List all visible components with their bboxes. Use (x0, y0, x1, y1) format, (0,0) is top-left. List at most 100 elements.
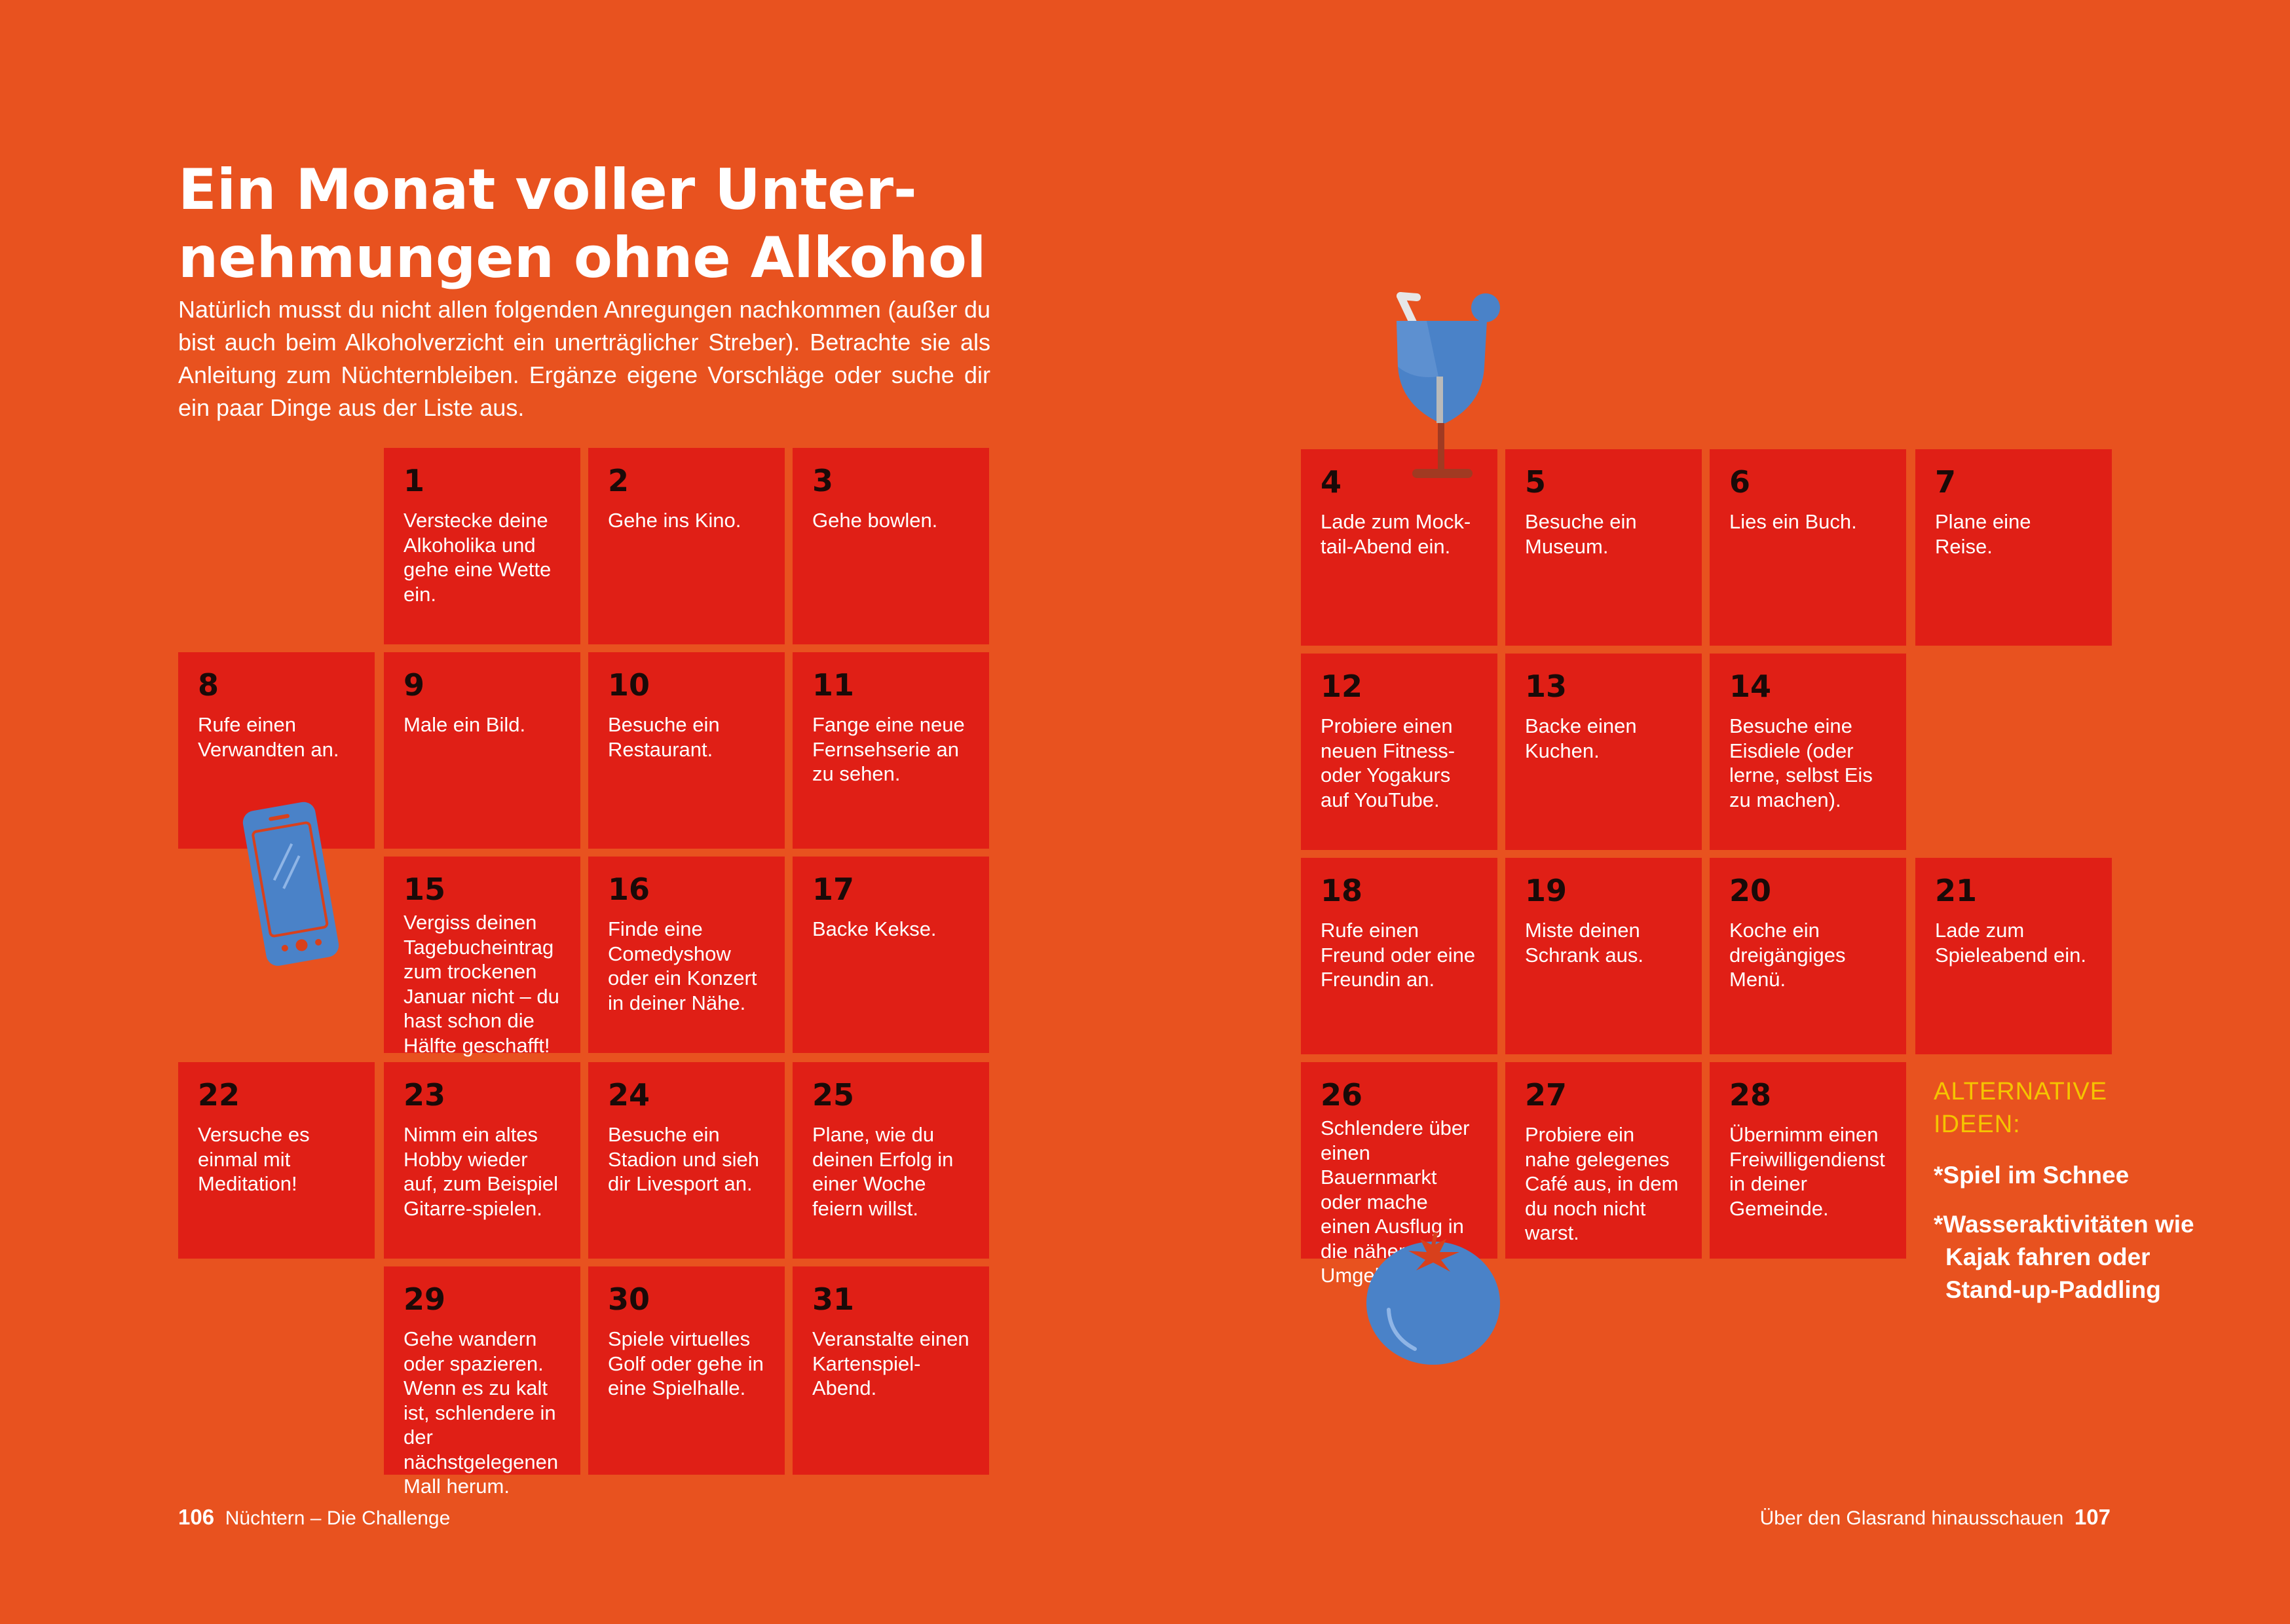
day-number: 13 (1525, 669, 1567, 704)
day-number: 14 (1729, 669, 1772, 704)
day-cell-11: 11 Fange eine neue Fernsehserie an zu seh… (793, 652, 989, 849)
day-text: Finde eine Comedyshow oder ein Konzert i… (608, 917, 757, 1014)
day-text: Rufe einen Verwandten an. (198, 713, 339, 761)
cocktail-glass-icon (1397, 292, 1500, 478)
day-number: 2 (608, 463, 629, 498)
day-number: 19 (1525, 873, 1567, 908)
day-number: 25 (812, 1077, 855, 1113)
day-cell-23: 23 Nimm ein altes Hobby wieder auf, zum B… (384, 1062, 580, 1259)
day-number: 18 (1321, 873, 1363, 908)
day-cell-9: 9 Male ein Bild. (384, 652, 580, 849)
footer-left: 106 Nüchtern – Die Challenge (178, 1504, 450, 1532)
day-text: Veranstalte einen Kartenspiel-Abend. (812, 1327, 969, 1399)
day-number: 24 (608, 1077, 650, 1113)
day-text: Fange eine neue Fernsehserie an zu sehen… (812, 713, 965, 785)
title-line-1: Ein Monat voller Unter- (178, 157, 917, 223)
day-number: 8 (198, 667, 219, 703)
day-cell-3: 3 Gehe bowlen. (793, 448, 989, 644)
day-text: Lade zum Spieleabend ein. (1935, 919, 2086, 967)
day-text: Besuche ein Museum. (1525, 510, 1637, 558)
day-cell-7: 7 Plane eine Reise. (1915, 449, 2112, 646)
day-cell-28: 28 Übernimm einen Freiwilligendienst in d… (1710, 1062, 1906, 1259)
day-cell-12: 12 Probiere einen neuen Fitness- oder Yog… (1301, 654, 1497, 850)
day-number: 26 (1321, 1077, 1363, 1113)
day-number: 27 (1525, 1077, 1567, 1113)
day-text: Miste deinen Schrank aus. (1525, 919, 1643, 967)
alternatives-heading: ALTERNATIVE IDEEN: (1934, 1078, 2108, 1138)
page-title: Ein Monat voller Unter- nehmungen ohne A… (178, 156, 1030, 292)
day-cell-18: 18 Rufe einen Freund oder eine Freundin a… (1301, 858, 1497, 1054)
day-cell-1: 1 Verstecke deine Alkoholika und gehe ein… (384, 448, 580, 644)
alternative-item-snow: *Spiel im Schnee (1934, 1162, 2130, 1189)
day-text: Rufe einen Freund oder eine Freundin an. (1321, 919, 1476, 991)
day-text: Plane, wie du deinen Erfolg in einer Woc… (812, 1123, 954, 1220)
day-text: Backe einen Kuchen. (1525, 714, 1637, 762)
day-cell-17: 17 Backe Kekse. (793, 857, 989, 1053)
day-text: Koche ein dreigängiges Menü. (1729, 919, 1846, 991)
day-cell-19: 19 Miste deinen Schrank aus. (1505, 858, 1702, 1054)
day-number: 16 (608, 872, 650, 907)
day-number: 12 (1321, 669, 1363, 704)
day-cell-15: 15 Vergiss deinen Tagebucheintrag zum tro… (384, 857, 580, 1057)
day-cell-27: 27 Probiere ein nahe gelegenes Café aus, … (1505, 1062, 1702, 1259)
day-number: 1 (404, 463, 425, 498)
day-cell-5: 5 Besuche ein Museum. (1505, 449, 1702, 646)
tomato-icon (1366, 1232, 1500, 1365)
day-number: 30 (608, 1282, 650, 1317)
day-cell-22: 22 Versuche es einmal mit Meditation! (178, 1062, 375, 1259)
day-cell-16: 16 Finde eine Comedyshow oder ein Konzert… (588, 857, 785, 1053)
day-text: Backe Kekse. (812, 917, 937, 940)
day-text: Spiele virtuelles Golf oder gehe in eine… (608, 1327, 764, 1399)
title-line-2: nehmungen ohne Alkohol (178, 225, 986, 291)
day-text: Gehe wandern oder spazieren. Wenn es zu … (404, 1327, 559, 1498)
day-cell-4: 4 Lade zum Mock-tail-Abend ein. (1301, 449, 1497, 646)
day-text: Lies ein Buch. (1729, 510, 1857, 533)
day-number: 9 (404, 667, 425, 703)
day-number: 31 (812, 1282, 855, 1317)
day-cell-14: 14 Besuche eine Eisdiele (oder lerne, sel… (1710, 654, 1906, 850)
day-cell-26: 26 Schlendere über einen Bauernmarkt oder… (1301, 1062, 1497, 1287)
footer-chapter-left: Nüchtern – Die Challenge (225, 1507, 451, 1529)
day-cell-13: 13 Backe einen Kuchen. (1505, 654, 1702, 850)
day-number: 6 (1729, 464, 1751, 500)
day-text: Gehe ins Kino. (608, 509, 741, 532)
day-number: 20 (1729, 873, 1772, 908)
day-text: Male ein Bild. (404, 713, 526, 736)
day-text: Nimm ein altes Hobby wieder auf, zum Bei… (404, 1123, 559, 1220)
day-number: 23 (404, 1077, 446, 1113)
day-text: Probiere ein nahe gelegenes Café aus, in… (1525, 1123, 1679, 1244)
footer-right: Über den Glasrand hinausschauen 107 (1760, 1504, 2111, 1532)
day-number: 15 (404, 872, 446, 907)
day-cell-21: 21 Lade zum Spieleabend ein. (1915, 858, 2112, 1054)
day-text: Besuche eine Eisdiele (oder lerne, selbs… (1729, 714, 1873, 811)
day-number: 5 (1525, 464, 1547, 500)
day-text: Versuche es einmal mit Meditation! (198, 1123, 310, 1195)
day-text: Besuche ein Restaurant. (608, 713, 720, 761)
day-cell-10: 10 Besuche ein Restaurant. (588, 652, 785, 849)
day-number: 17 (812, 872, 855, 907)
day-number: 10 (608, 667, 650, 703)
day-number: 22 (198, 1077, 240, 1113)
day-cell-31: 31 Veranstalte einen Kartenspiel-Abend. (793, 1266, 989, 1475)
day-number: 4 (1321, 464, 1342, 500)
day-cell-29: 29 Gehe wandern oder spazieren. Wenn es z… (384, 1266, 580, 1498)
day-text: Probiere einen neuen Fitness- oder Yogak… (1321, 714, 1455, 811)
day-cell-6: 6 Lies ein Buch. (1710, 449, 1906, 646)
day-cell-25: 25 Plane, wie du deinen Erfolg in einer W… (793, 1062, 989, 1259)
day-text: Verstecke deine Alkoholika und gehe eine… (404, 509, 552, 606)
alternative-item-water: *Wasseraktivitäten wie Kajak fahren oder… (1934, 1211, 2194, 1303)
day-text: Übernimm einen Freiwilligendienst in dei… (1729, 1123, 1885, 1220)
day-text: Plane eine Reise. (1935, 510, 2031, 558)
day-number: 7 (1935, 464, 1957, 500)
day-cell-2: 2 Gehe ins Kino. (588, 448, 785, 644)
day-number: 28 (1729, 1077, 1772, 1113)
smartphone-icon (242, 802, 339, 966)
day-cell-24: 24 Besuche ein Stadion und sieh dir Lives… (588, 1062, 785, 1259)
day-number: 29 (404, 1282, 446, 1317)
day-text: Besuche ein Stadion und sieh dir Livespo… (608, 1123, 759, 1195)
day-cell-30: 30 Spiele virtuelles Golf oder gehe in ei… (588, 1266, 785, 1475)
footer-chapter-right: Über den Glasrand hinausschauen (1759, 1507, 2064, 1529)
day-text: Lade zum Mock-tail-Abend ein. (1321, 510, 1471, 558)
intro-paragraph: Natürlich musst du nicht allen folgenden… (178, 296, 990, 421)
day-number: 11 (812, 667, 855, 703)
